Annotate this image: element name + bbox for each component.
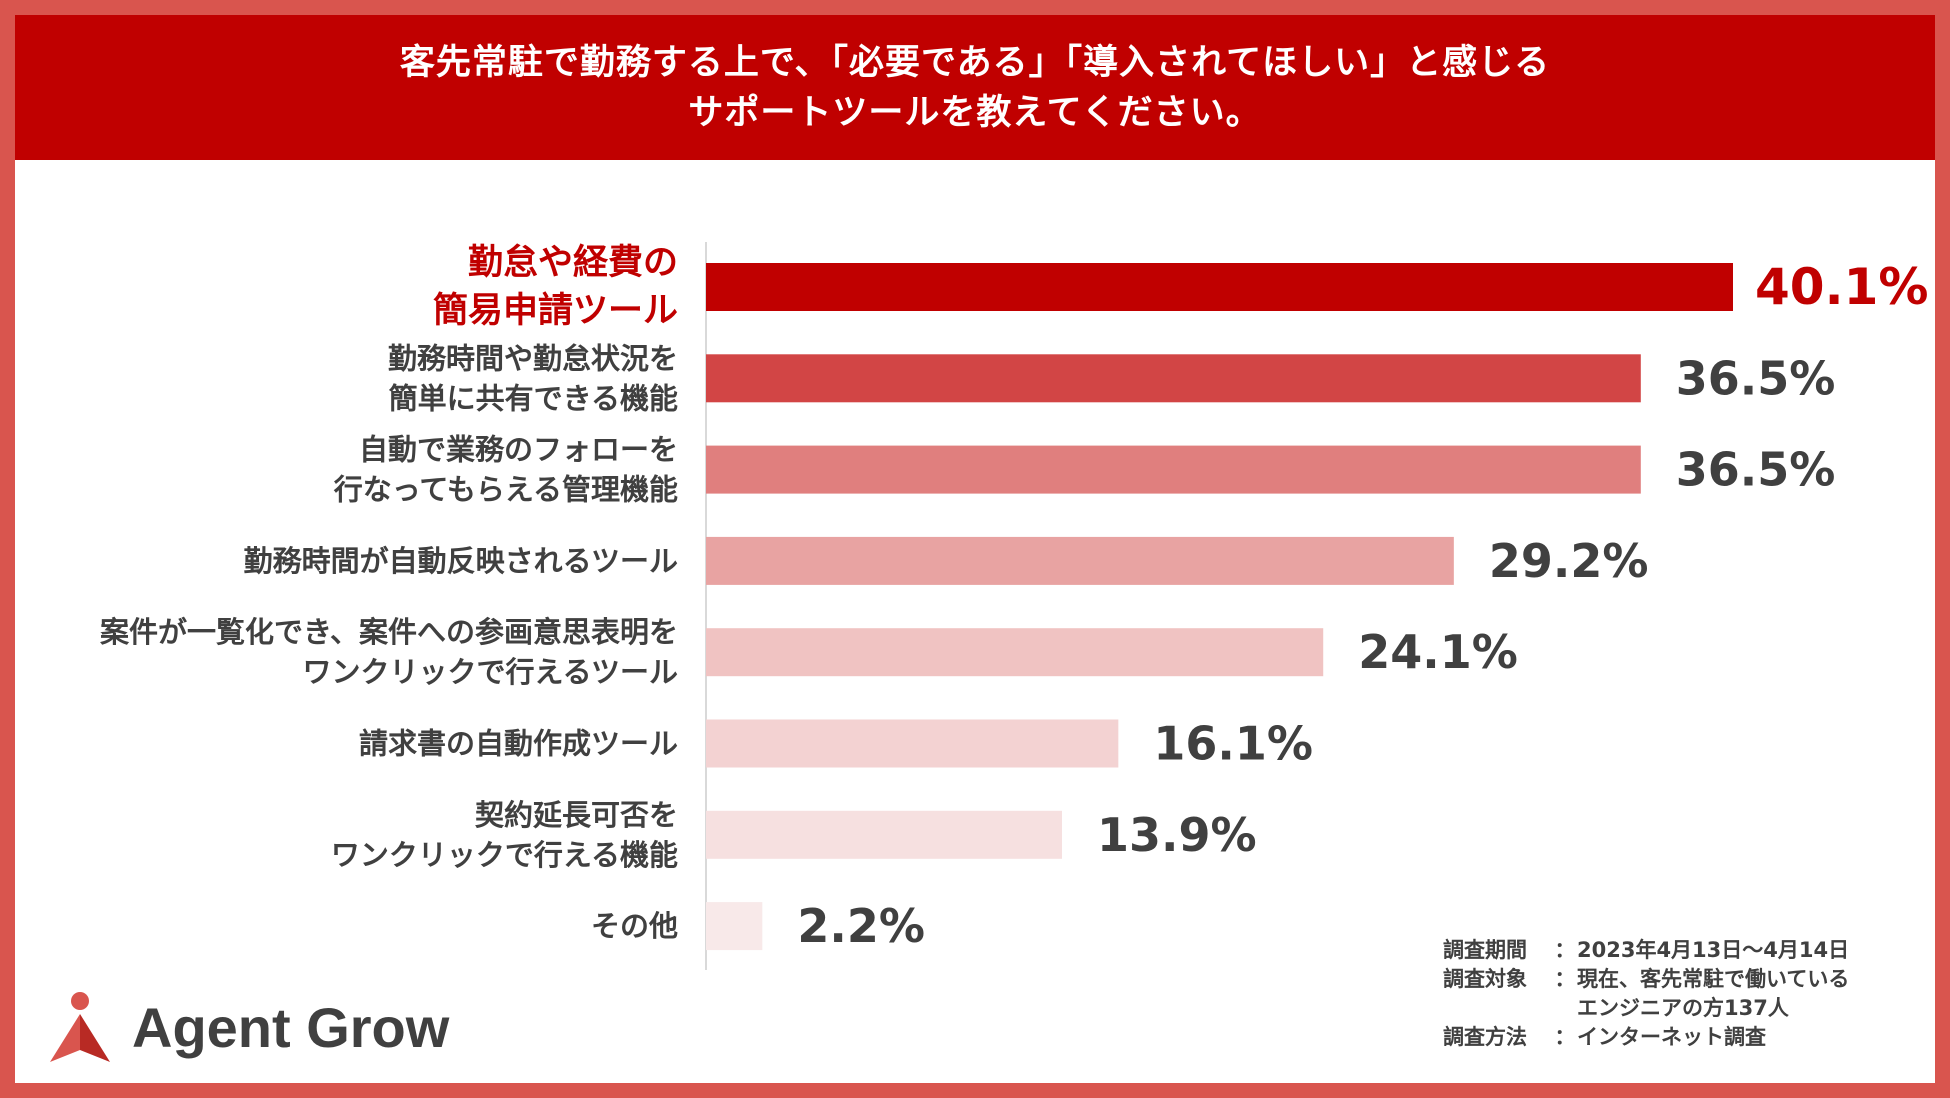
category-label: その他 [591,909,678,943]
title-line-1: 客先常駐で勤務する上で、「必要である」「導入されてほしい」と感じる [399,42,1551,83]
category-label: 請求書の自動作成ツール [359,727,678,761]
category-label-line: 請求書の自動作成ツール [359,727,678,761]
logo-text: Agent Grow [132,995,450,1059]
data-label: 13.9% [1097,808,1257,862]
category-label-line: 簡単に共有できる機能 [389,381,678,415]
survey-note-row: 調査対象 ：現在、客先常駐で働いている [1443,965,1913,994]
bar [706,263,1733,311]
survey-note-sep: ： [1554,1025,1576,1049]
agent-grow-logo-icon [50,992,110,1062]
category-label: 案件が一覧化でき、案件への参画意思表明をワンクリックで行えるツール [100,615,678,689]
survey-notes: 調査期間： 2023年4月13日〜4月14日 調査対象：現在、客先常駐で働いているエ… [1443,936,1913,1052]
survey-note-sep [1553,994,1577,1023]
survey-note-value: エンジニアの方137人 [1577,996,1789,1020]
bar [706,810,1062,859]
survey-note-value: 現在、客先常駐で働いている [1577,967,1850,991]
category-label: 契約延長可否をワンクリックで行える機能 [331,798,678,872]
category-label-line: 案件が一覧化でき、案件への参画意思表明を [100,615,678,649]
bar [706,445,1641,494]
survey-note-row: 調査方法 ：インターネット調査 [1443,1023,1913,1052]
survey-note-row: 調査期間 ： 2023年4月13日〜4月14日 [1443,936,1913,965]
category-label-line: 行なってもらえる管理機能 [333,473,678,507]
category-label: 勤務時間が自動反映されるツール [244,544,678,578]
bar [706,719,1119,768]
category-label: 勤怠や経費の簡易申請ツール [433,243,678,331]
category-label: 自動で業務のフォローを行なってもらえる管理機能 [333,433,678,507]
data-label: 24.1% [1358,625,1518,679]
data-label: 2.2% [797,899,925,953]
bar [706,536,1454,585]
survey-note-row: エンジニアの方137人 [1443,994,1913,1023]
category-label-line: ワンクリックで行える機能 [331,838,678,872]
title-line-2: サポートツールを教えてください。 [688,92,1262,133]
survey-note-key: 調査期間 [1443,938,1527,962]
category-label-line: 勤務時間が自動反映されるツール [244,544,678,578]
category-label-line: その他 [591,909,678,943]
category-label-line: 勤務時間や勤怠状況を [388,341,678,375]
brand-logo: Agent Grow [48,990,449,1064]
survey-note-key: 調査対象 [1443,967,1527,991]
category-label-line: ワンクリックで行えるツール [302,655,678,689]
category-label-line: 自動で業務のフォローを [359,433,678,467]
data-label: 40.1% [1755,258,1928,316]
bar [706,628,1324,677]
data-label: 29.2% [1489,534,1649,588]
data-label: 36.5% [1676,351,1836,405]
survey-note-sep: ： [1554,938,1576,962]
survey-note-value: インターネット調査 [1577,1025,1766,1049]
category-label-line: 簡易申請ツール [433,290,678,331]
category-label-line: 契約延長可否を [475,798,678,832]
bar [706,354,1641,403]
survey-note-value: 2023年4月13日〜4月14日 [1577,938,1850,962]
survey-note-key: 調査方法 [1443,1025,1527,1049]
survey-note-sep: ： [1554,967,1576,991]
title-banner: 客先常駐で勤務する上で、「必要である」「導入されてほしい」と感じる サポートツー… [15,15,1935,160]
data-label: 16.1% [1153,717,1313,771]
category-label: 勤務時間や勤怠状況を簡単に共有できる機能 [388,341,678,415]
category-label-line: 勤怠や経費の [468,243,678,283]
bar [706,902,763,951]
survey-note-key [1443,994,1553,1023]
data-label: 36.5% [1676,443,1836,497]
